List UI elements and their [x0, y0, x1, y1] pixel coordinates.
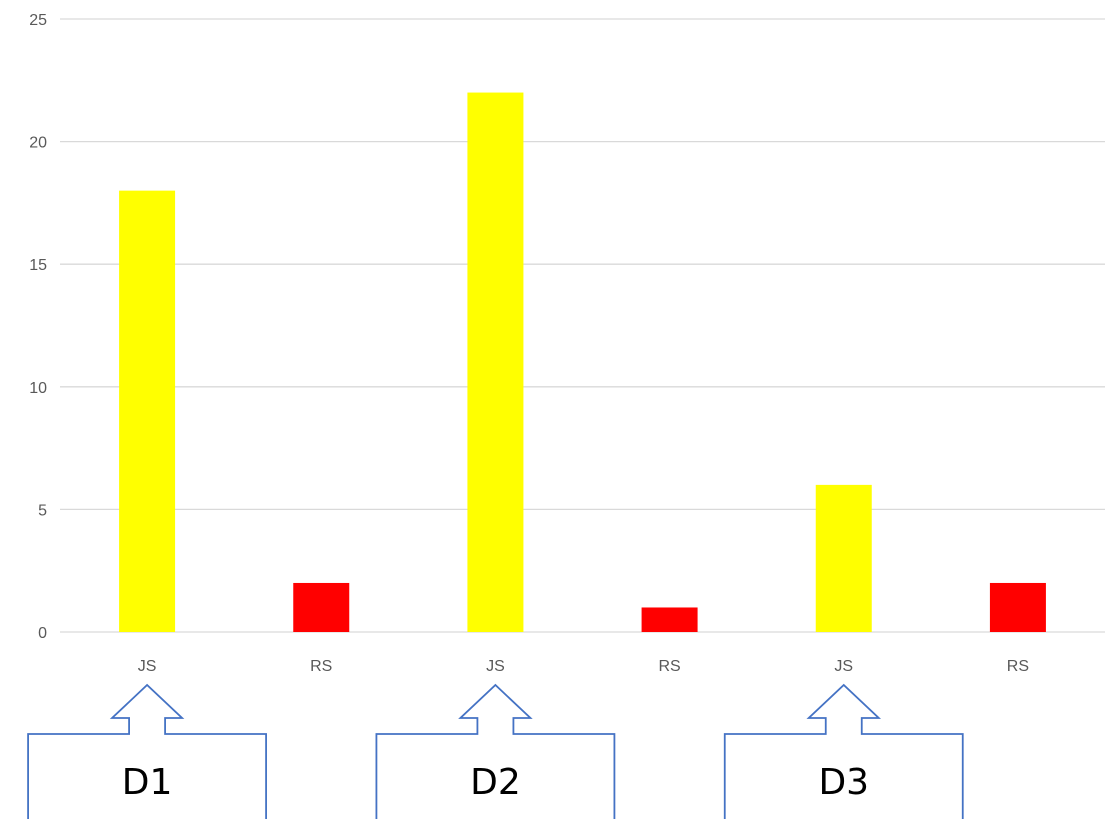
bar-3: [467, 92, 524, 632]
bar-6: [989, 582, 1046, 632]
y-tick-label: 5: [38, 502, 47, 519]
x-tick-label: JS: [138, 658, 157, 675]
y-tick-label: 0: [38, 625, 47, 642]
callout-annotations: D1 D2 D3: [27, 683, 964, 819]
y-tick-label: 15: [29, 257, 47, 274]
x-axis-tick-labels: JS RS JS RS JS RS: [138, 658, 1029, 675]
callout-label: D2: [470, 762, 521, 803]
gridlines: [60, 18, 1105, 633]
bar-1: [119, 190, 176, 632]
y-axis-tick-labels: 0 5 10 15 20 25: [29, 12, 47, 642]
callout-arrow-box-2: [375, 683, 616, 819]
bar-4: [641, 607, 698, 632]
x-tick-label: RS: [658, 658, 680, 675]
callout-arrow-box-3: [723, 683, 964, 819]
bar-5: [815, 484, 872, 632]
y-tick-label: 10: [29, 380, 47, 397]
x-tick-label: JS: [834, 658, 853, 675]
bars: [119, 92, 1046, 632]
y-tick-label: 25: [29, 12, 47, 29]
callout-arrow-box-1: [27, 683, 267, 819]
callout-label: D1: [122, 762, 173, 803]
callout-label: D3: [818, 762, 869, 803]
x-tick-label: RS: [310, 658, 332, 675]
bar-2: [293, 582, 350, 632]
x-tick-label: JS: [486, 658, 505, 675]
x-tick-label: RS: [1007, 658, 1029, 675]
y-tick-label: 20: [29, 135, 47, 152]
